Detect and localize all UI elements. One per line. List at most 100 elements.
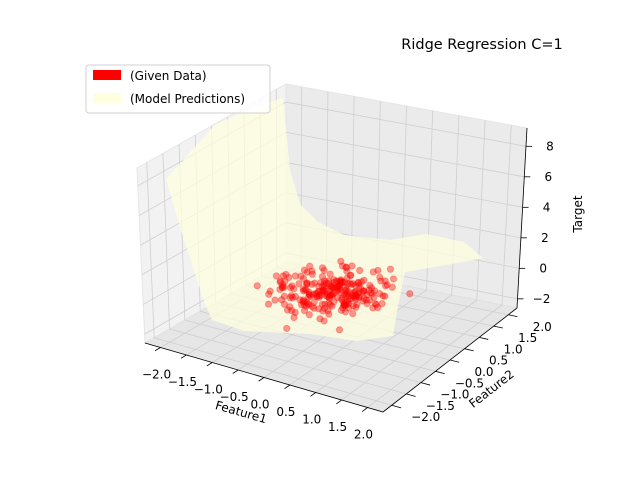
data-point — [347, 280, 356, 289]
data-point — [330, 278, 338, 287]
data-point — [342, 301, 350, 309]
data-point — [328, 302, 336, 310]
data-point — [368, 289, 377, 298]
data-point — [323, 292, 332, 301]
data-point — [334, 286, 343, 294]
data-point — [381, 292, 389, 300]
data-point — [342, 263, 350, 271]
model-predictions-surface — [166, 98, 483, 341]
data-point — [253, 282, 261, 290]
data-point — [340, 301, 349, 309]
data-point — [308, 270, 316, 278]
data-point — [320, 266, 328, 275]
x-tick-mark — [336, 399, 342, 405]
x-tick-mark — [232, 369, 239, 374]
data-point — [302, 286, 310, 294]
data-point — [323, 290, 332, 298]
data-point — [372, 300, 380, 309]
data-point — [300, 297, 308, 306]
data-point — [300, 266, 309, 274]
data-point — [276, 285, 284, 294]
data-point — [349, 289, 357, 297]
data-point — [344, 280, 352, 288]
data-point — [327, 282, 336, 290]
data-point — [299, 287, 308, 295]
legend-swatch-given-data — [93, 70, 121, 80]
data-point — [362, 296, 370, 304]
data-point — [315, 293, 323, 301]
z-tick-labels: −2 0 2 4 6 8 — [517, 139, 554, 306]
given-data-points — [253, 257, 414, 334]
x-tick-label: 1.5 — [328, 420, 347, 434]
data-point — [341, 283, 349, 291]
data-point — [322, 292, 331, 300]
data-point — [315, 305, 323, 313]
data-point — [333, 283, 341, 291]
data-point — [325, 293, 333, 301]
data-point — [324, 277, 333, 285]
data-point — [338, 294, 346, 303]
data-point — [329, 290, 337, 299]
data-point — [406, 290, 414, 298]
data-point — [288, 306, 296, 315]
data-point — [342, 286, 351, 294]
data-point — [272, 272, 281, 280]
legend: (Given Data) (Model Predictions) — [85, 64, 271, 114]
data-point — [336, 278, 344, 286]
y-tick-label: −2.0 — [411, 410, 440, 424]
y-tick-mark — [435, 370, 445, 375]
data-point — [367, 284, 376, 292]
data-point — [290, 285, 298, 293]
data-point — [358, 287, 367, 296]
data-point — [318, 272, 327, 281]
data-point — [352, 292, 361, 300]
data-point — [349, 292, 357, 300]
x-tick-label: 0.5 — [276, 405, 295, 419]
data-point — [321, 283, 329, 291]
data-point — [343, 267, 351, 275]
y-tick-mark — [391, 404, 402, 409]
data-point — [297, 272, 305, 280]
y-tick-label: 0.0 — [474, 365, 493, 379]
data-point — [381, 282, 390, 290]
data-point — [335, 282, 343, 290]
y-tick-label: −1.0 — [440, 388, 469, 402]
data-point — [355, 293, 363, 301]
data-point — [357, 285, 365, 293]
data-point — [299, 297, 307, 306]
data-point — [344, 304, 353, 312]
data-point — [351, 288, 359, 296]
grid-line-x — [289, 110, 434, 386]
data-point — [379, 292, 387, 300]
data-point — [299, 274, 308, 283]
data-point — [351, 292, 359, 300]
data-point — [345, 300, 353, 308]
data-point — [342, 298, 350, 306]
data-point — [319, 286, 327, 294]
data-point — [305, 291, 314, 299]
data-point — [333, 293, 342, 302]
data-point — [333, 278, 342, 286]
z-tick-label: 6 — [544, 170, 552, 184]
data-point — [388, 283, 396, 291]
data-point — [342, 291, 350, 300]
data-point — [278, 281, 287, 289]
data-point — [305, 311, 313, 319]
data-point — [280, 283, 288, 291]
data-point — [377, 277, 385, 285]
data-point — [305, 290, 313, 299]
data-point — [302, 298, 310, 306]
data-point — [337, 276, 345, 284]
x-tick-label: −1.0 — [194, 383, 223, 397]
data-point — [318, 300, 326, 308]
data-point — [306, 292, 315, 300]
data-point — [357, 278, 366, 286]
y-tick-label: 1.5 — [518, 331, 537, 345]
grid-line-y — [146, 162, 392, 406]
legend-label-given-data: (Given Data) — [130, 69, 207, 83]
x-tick-mark — [206, 362, 213, 367]
data-point — [330, 276, 338, 284]
data-point — [331, 284, 339, 292]
data-point — [304, 301, 313, 309]
data-point — [359, 297, 367, 305]
